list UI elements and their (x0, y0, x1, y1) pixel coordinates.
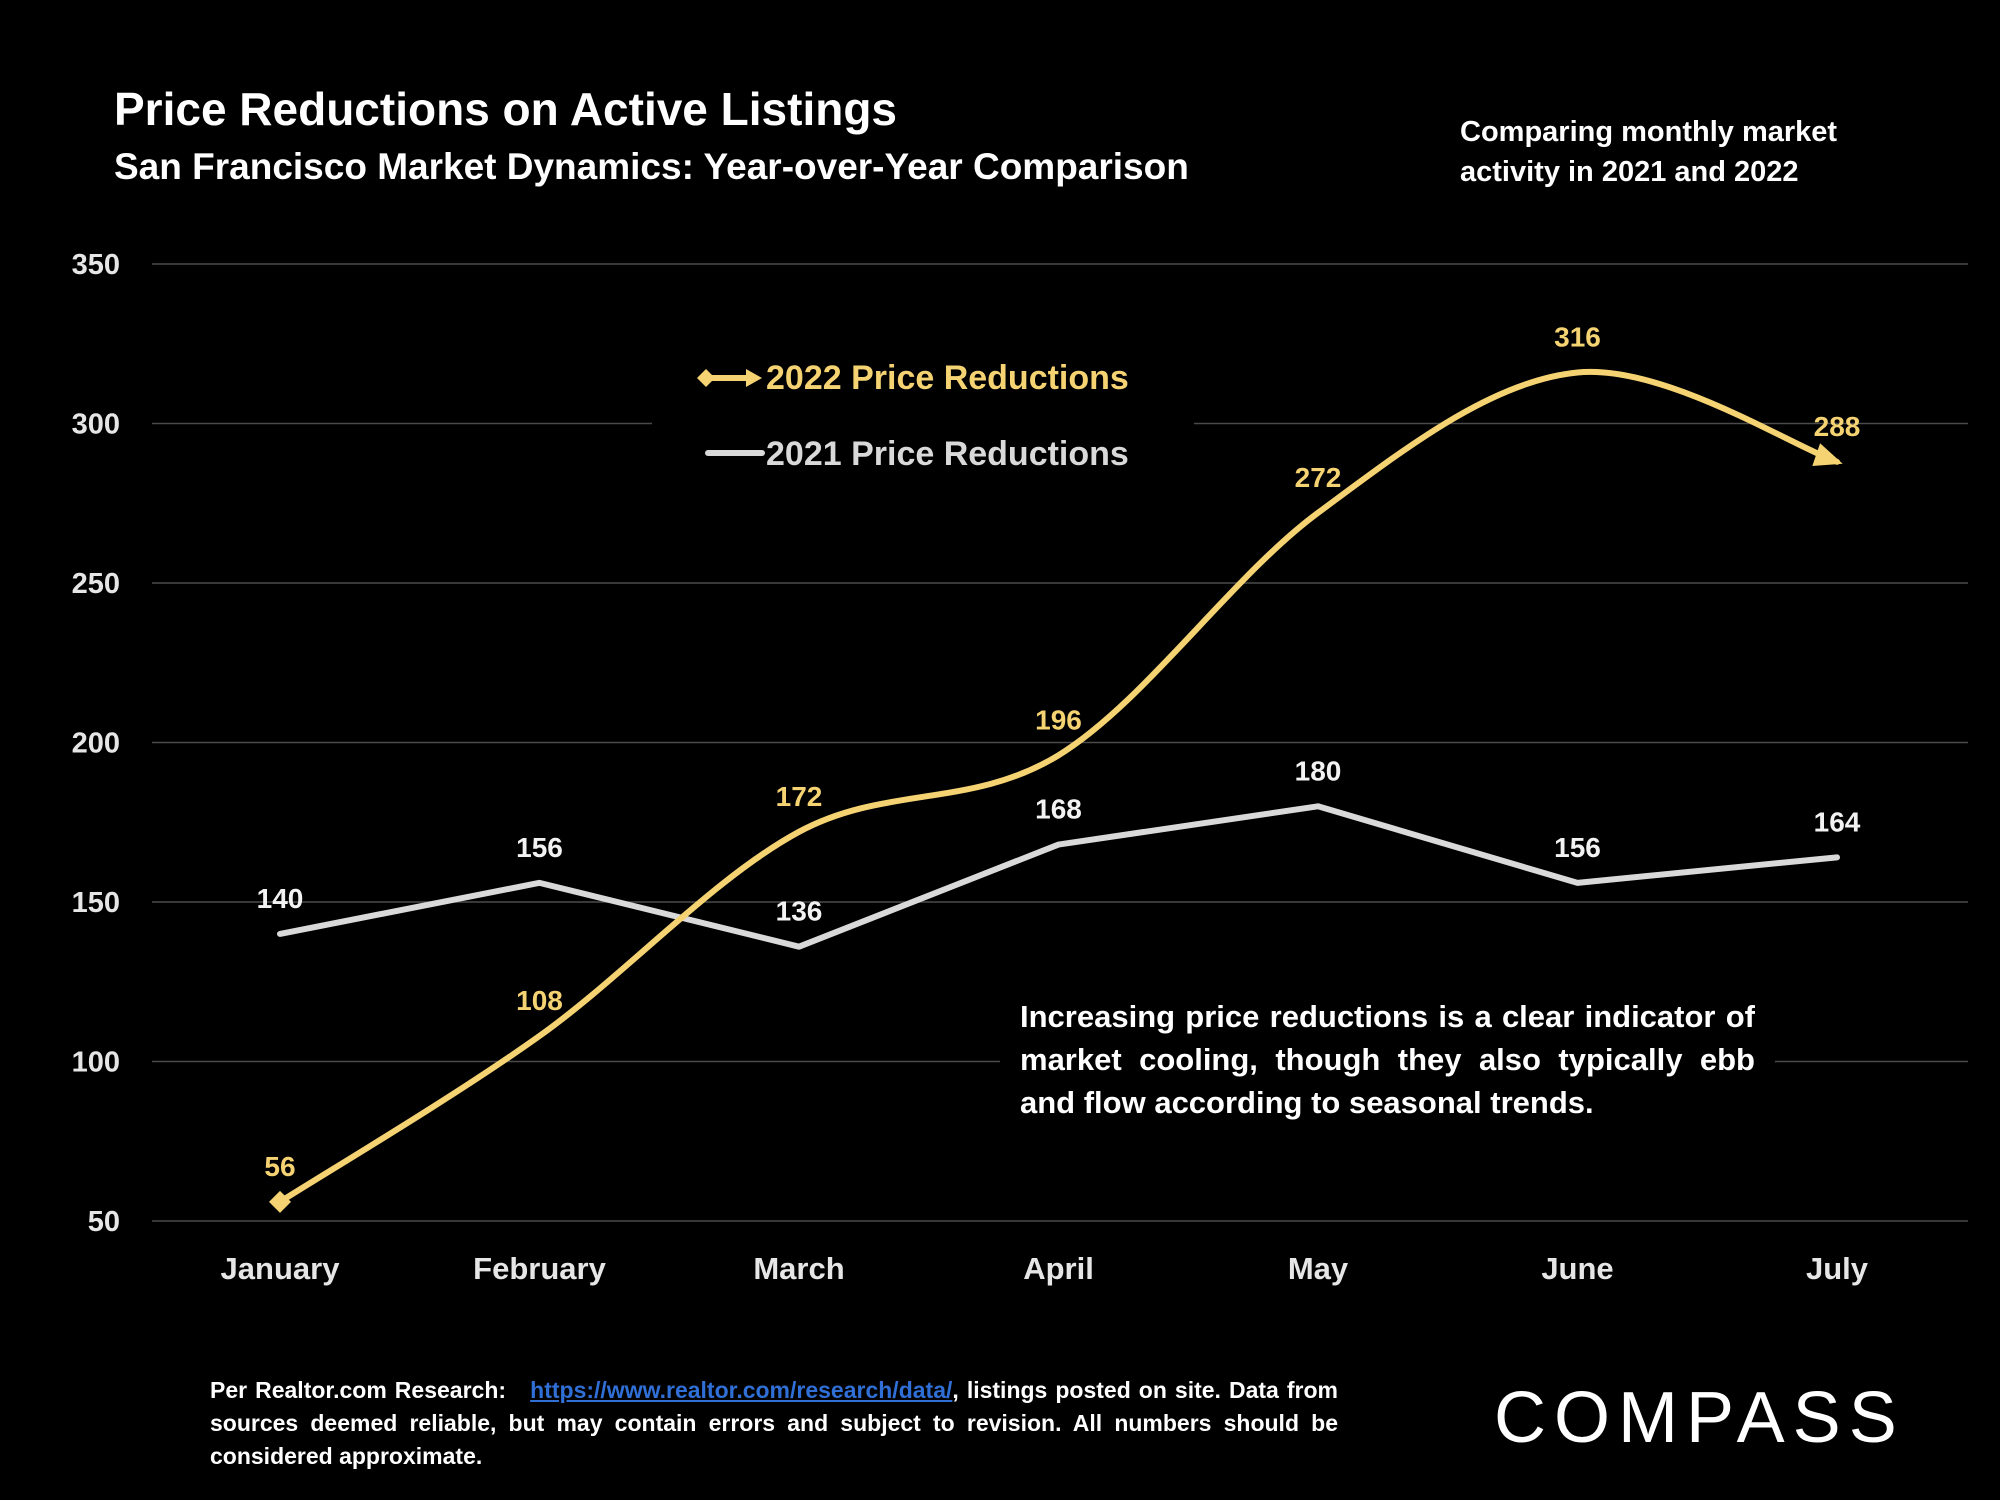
legend-background (652, 345, 1194, 485)
y-tick-label: 300 (72, 409, 120, 441)
comparing-note: Comparing monthly market activity in 202… (1460, 116, 1838, 188)
data-label-2022: 172 (776, 781, 823, 812)
x-tick-label: June (1541, 1251, 1613, 1286)
data-label-2021: 136 (776, 896, 823, 927)
data-label-2021: 180 (1295, 755, 1342, 786)
data-label-2022: 272 (1295, 462, 1342, 493)
data-label-2022: 316 (1554, 321, 1601, 352)
footer-after-link: , listings posted on site. (952, 1377, 1221, 1403)
chart-subtitle: San Francisco Market Dynamics: Year-over… (114, 146, 1189, 187)
series-2022-start-marker (269, 1190, 291, 1213)
series-lines (269, 368, 1843, 1213)
compass-logo: COMPASS (1494, 1378, 1905, 1458)
data-label-2022: 288 (1814, 411, 1861, 442)
chart-title: Price Reductions on Active Listings (114, 83, 898, 135)
data-label-2021: 164 (1814, 806, 1861, 837)
legend-2022-label: 2022 Price Reductions (766, 359, 1129, 397)
x-tick-label: May (1288, 1251, 1349, 1286)
footer-disclaimer: Data from sources deemed reliable, but m… (210, 1377, 1338, 1469)
y-tick-label: 150 (72, 887, 120, 919)
data-label-2021: 168 (1035, 794, 1082, 825)
y-tick-label: 350 (72, 249, 120, 281)
data-label-2022: 108 (516, 985, 563, 1016)
x-tick-label: March (753, 1251, 844, 1286)
data-label-2021: 156 (516, 832, 563, 863)
source-link[interactable]: https://www.realtor.com/research/data/ (530, 1377, 953, 1403)
y-tick-label: 200 (72, 728, 120, 760)
source-footer: Per Realtor.com Research: https://www.re… (210, 1374, 1338, 1473)
data-label-2022: 56 (264, 1151, 295, 1182)
x-axis-tick-labels: January February March April May June July (221, 1251, 1869, 1286)
legend-2022-arrow (746, 369, 762, 387)
compass-logo-text: COMPASS (1494, 1378, 1905, 1458)
y-tick-label: 250 (72, 568, 120, 600)
legend-2021-label: 2021 Price Reductions (766, 435, 1129, 473)
footer-prefix: Per Realtor.com Research: (210, 1377, 507, 1403)
x-tick-label: July (1806, 1251, 1869, 1286)
series-2022-end-arrow (1812, 443, 1843, 466)
data-labels: 56 108 172 196 272 316 288 140 156 136 168 180 156 16… (257, 321, 1861, 1181)
market-cooling-annotation: Increasing price reductions is a clear i… (1000, 995, 1775, 1124)
y-tick-label: 50 (88, 1206, 120, 1238)
legend: 2022 Price Reductions 2021 Price Reductio… (652, 345, 1194, 485)
x-tick-label: April (1023, 1251, 1094, 1286)
data-label-2021: 140 (257, 883, 304, 914)
legend-2022-diamond (697, 369, 715, 387)
y-axis-tick-labels: 50 100 150 200 250 300 350 (72, 249, 120, 1238)
data-label-2022: 196 (1035, 704, 1082, 735)
y-tick-label: 100 (72, 1047, 120, 1079)
series-line-2021 (277, 803, 1840, 950)
data-label-2021: 156 (1554, 832, 1601, 863)
x-tick-label: January (221, 1251, 341, 1286)
series-line-2022 (277, 368, 1840, 1205)
x-tick-label: February (473, 1251, 606, 1286)
